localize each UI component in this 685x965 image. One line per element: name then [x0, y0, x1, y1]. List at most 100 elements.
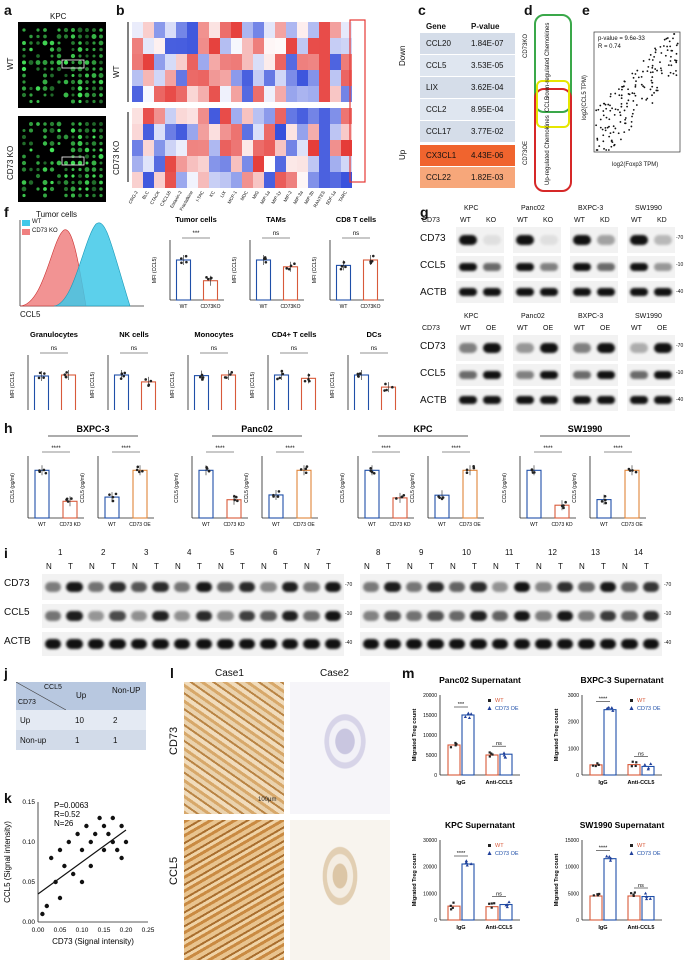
lane-t: T [644, 562, 649, 571]
blot-band [572, 370, 592, 380]
y-tick-label: 0 [576, 918, 579, 924]
array-dot [57, 41, 61, 45]
array-dot [49, 40, 55, 46]
data-point [634, 470, 638, 474]
blot-band [174, 581, 191, 593]
data-point [200, 373, 204, 377]
heatmap-cell [198, 124, 209, 140]
blot-band [238, 639, 256, 649]
x-tick-label: 0.15 [98, 927, 111, 934]
scatter-point [617, 108, 619, 111]
lane-t: T [240, 562, 245, 571]
array-dot [78, 167, 82, 172]
scatter-point [659, 46, 662, 48]
array-dot [84, 180, 90, 185]
data-point [120, 372, 124, 375]
j-cell-up-up: 10 [75, 715, 84, 725]
array-dot [84, 147, 90, 153]
array-dot [99, 187, 103, 191]
x-tick-label: IgG [456, 925, 465, 931]
blot-band [629, 342, 649, 354]
blot-band [174, 611, 191, 621]
array-dot [92, 154, 96, 159]
scatter-point [675, 52, 678, 55]
heatmap-cell [154, 124, 165, 140]
pvalue-gene: CCL22 [426, 173, 451, 182]
blot-ccl5 [627, 364, 675, 386]
array-dot [43, 135, 47, 139]
blot-actb [513, 389, 561, 411]
e-xlabel: log2(Foxp3 TPM) [612, 162, 659, 168]
array-dot [42, 141, 48, 146]
heatmap-cell [264, 70, 275, 86]
heatmap-cell [187, 54, 198, 70]
array-dot [21, 180, 27, 185]
heatmap-cell [319, 124, 330, 140]
scatter-point [649, 88, 652, 91]
array-dot [57, 174, 61, 178]
scatter-point [631, 112, 634, 115]
data-point [37, 376, 41, 380]
data-point [465, 863, 469, 867]
ihc-case2-ccl5 [290, 820, 390, 960]
heatmap-cell [308, 124, 319, 140]
bar [193, 375, 210, 410]
scatter-point [626, 102, 628, 105]
plot-title: TAMs [266, 215, 286, 224]
heatmap-cell [264, 156, 275, 172]
data-point [437, 495, 440, 498]
blot-band [515, 342, 535, 354]
heatmap-col-label: MIP-1a [259, 190, 271, 205]
scatter-point [602, 114, 605, 117]
heatmap-cell [132, 156, 143, 172]
array-dot [85, 67, 89, 71]
plot-title: DCs [366, 330, 381, 339]
data-point [644, 895, 649, 898]
pvalue-row: CCL17 3.77E-02 [420, 121, 515, 142]
heatmap-cell [187, 172, 198, 188]
data-point [596, 893, 599, 896]
x-tick-label: WT [272, 522, 280, 528]
y-tick-label: 5000 [426, 753, 437, 759]
heatmap-cell [253, 124, 264, 140]
data-point [70, 497, 73, 500]
bar [447, 905, 461, 921]
array-dot [77, 134, 83, 140]
hist-legend-ko: CD73 KO [32, 228, 58, 234]
x-tick-label: CD73 KD [551, 522, 573, 528]
heatmap-col-label: BLC [141, 189, 150, 200]
heatmap-cell [308, 38, 319, 54]
scatter-point [610, 139, 613, 142]
x-tick-label: WT [340, 304, 348, 310]
y-tick-label: 15000 [565, 838, 579, 844]
heatmap-cell [154, 22, 165, 38]
bar [60, 374, 77, 410]
blot-band [596, 395, 616, 405]
array-dot [35, 173, 41, 179]
blot-band [152, 581, 169, 593]
panel-h-label: h [4, 420, 13, 436]
blot-band [572, 395, 592, 405]
e-ylabel: log2(CCL5 TPM) [582, 75, 588, 120]
heatmap-cell [319, 70, 330, 86]
array-dot [91, 160, 97, 166]
data-point [149, 379, 153, 383]
heatmap-cell [220, 124, 231, 140]
blot-band [325, 611, 342, 621]
panel-c-label: c [418, 2, 426, 18]
scatter-point [624, 117, 627, 119]
significance: ns [638, 752, 644, 758]
array-dot [57, 141, 61, 146]
scatter-point [610, 145, 613, 148]
data-point [465, 468, 469, 472]
heatmap-cell [286, 54, 297, 70]
data-point [490, 902, 493, 905]
array-dot [49, 86, 55, 91]
scatter-point [604, 129, 607, 132]
heatmap-cell [132, 22, 143, 38]
bar [113, 374, 130, 410]
scatter-point [601, 128, 604, 131]
blot-band [629, 370, 649, 380]
scatter-point [62, 863, 67, 869]
heatmap-cell [209, 156, 220, 172]
